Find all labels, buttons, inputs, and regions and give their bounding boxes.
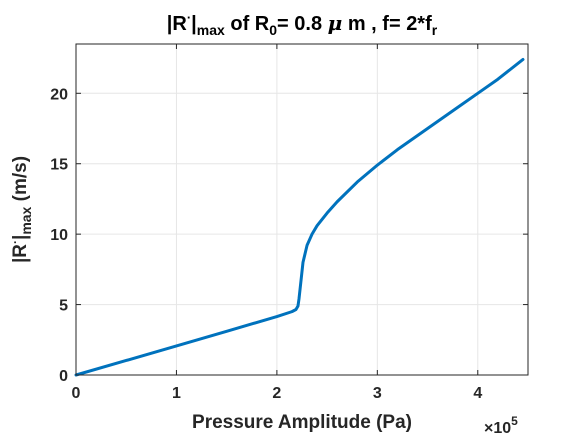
series-line	[74, 57, 525, 377]
x-tick-label: 1	[172, 385, 181, 402]
tick-labels: 0 1 2 3 4 0 5 10 15 20	[50, 86, 482, 402]
y-tick-label: 20	[50, 86, 68, 103]
axes	[75, 43, 529, 376]
plot-area	[76, 44, 528, 375]
y-tick-label: 5	[59, 298, 68, 315]
x-tick-label: 2	[272, 385, 281, 402]
x-axis-label: Pressure Amplitude (Pa)	[192, 412, 412, 433]
chart-title: |R·|max of R0= 0.8 μ m , f= 2*fr	[167, 10, 438, 38]
x-axis-multiplier: ×105	[484, 414, 518, 437]
x-tick-label: 0	[72, 385, 81, 402]
x-tick-label: 4	[473, 385, 482, 402]
plot-frame	[75, 43, 529, 376]
x-tick-label: 3	[373, 385, 382, 402]
y-tick-label: 0	[59, 368, 68, 385]
y-tick-label: 15	[50, 157, 68, 174]
y-axis-label: |R·|max (m/s)	[8, 156, 34, 263]
series-layer	[74, 57, 525, 377]
y-tick-label: 10	[50, 227, 68, 244]
